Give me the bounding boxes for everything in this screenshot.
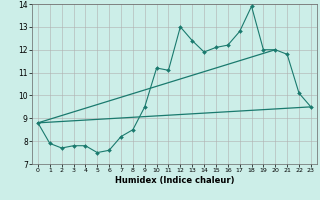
X-axis label: Humidex (Indice chaleur): Humidex (Indice chaleur)	[115, 176, 234, 185]
